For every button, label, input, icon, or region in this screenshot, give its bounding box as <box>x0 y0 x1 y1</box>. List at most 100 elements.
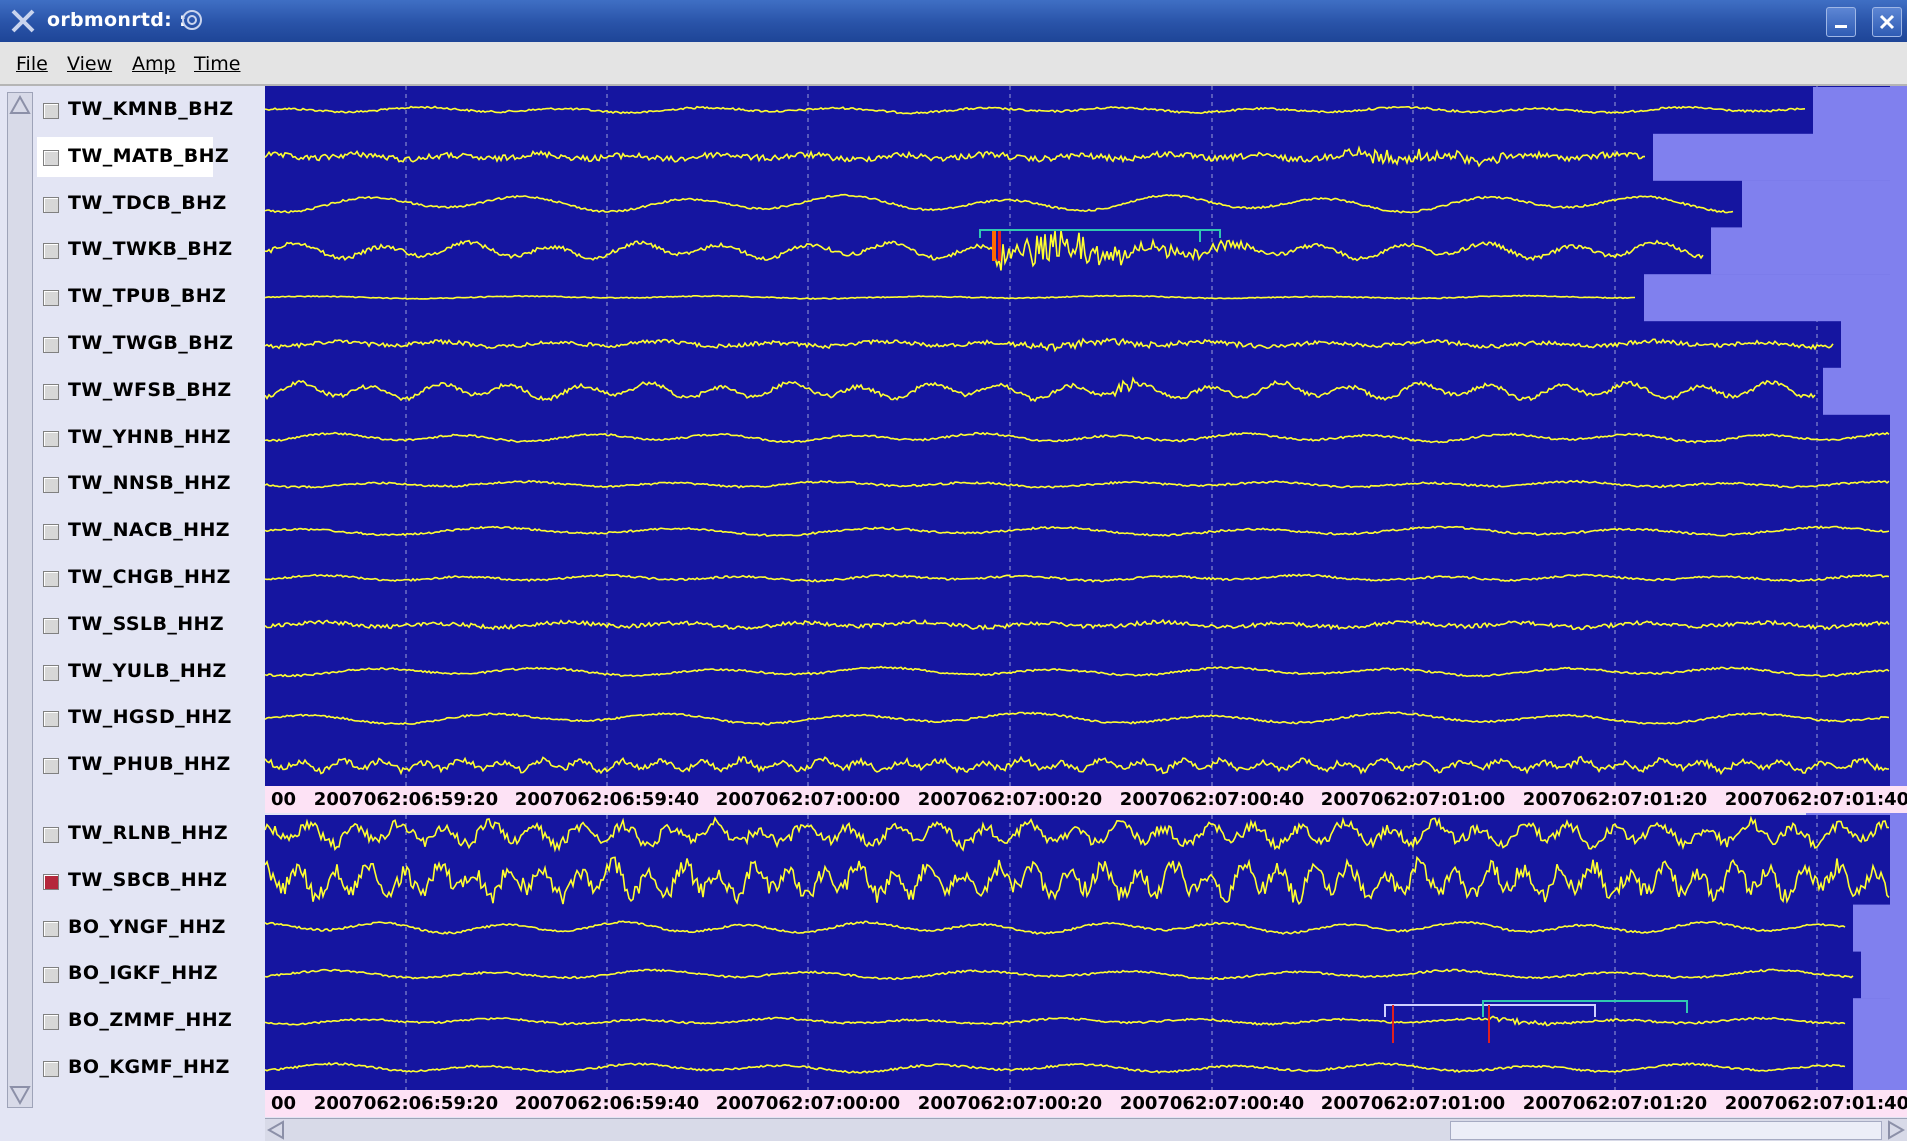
station-label[interactable]: TW_PHUB_HHZ <box>68 753 231 776</box>
tw_hgsd_hhz-waveform <box>265 711 1890 726</box>
station-checkbox[interactable] <box>43 664 59 681</box>
time-label: 2007062:07:01:00 <box>1320 789 1506 810</box>
station-checkbox[interactable] <box>43 967 59 984</box>
swirl-icon <box>182 10 202 30</box>
station-label[interactable]: TW_TDCB_BHZ <box>68 191 227 214</box>
scroll-right-arrow-icon[interactable] <box>1885 1119 1907 1141</box>
time-label: 2007062:07:00:20 <box>917 1093 1103 1114</box>
tw_twgb_bhz-waveform <box>265 337 1834 353</box>
tw_tdcb_bhz-waveform <box>265 193 1734 214</box>
tw_twkb_bhz-waveform <box>265 230 1704 271</box>
tw_chgb_hhz-waveform <box>265 573 1890 583</box>
arrival-window-bracket <box>979 229 1221 238</box>
tw_sslb_hhz-waveform <box>265 618 1890 631</box>
menu-view[interactable]: View <box>67 53 113 75</box>
time-label: 2007062:07:00:40 <box>1119 789 1305 810</box>
station-checkbox[interactable] <box>43 477 59 494</box>
title-bar: orbmonrtd: : <box>0 0 1907 42</box>
menu-amp[interactable]: Amp <box>132 53 176 75</box>
scroll-up-arrow-icon[interactable] <box>8 93 32 117</box>
time-label: 2007062:07:00:20 <box>917 789 1103 810</box>
time-label: 2007062:06:59:40 <box>514 1093 700 1114</box>
tw_nnsb_hhz-waveform <box>265 479 1890 489</box>
station-checkbox[interactable] <box>43 711 59 728</box>
scroll-left-arrow-icon[interactable] <box>265 1119 287 1141</box>
scrollbar-thumb[interactable] <box>1450 1121 1882 1140</box>
data-gap-fill <box>1644 274 1890 322</box>
close-button[interactable] <box>1872 7 1902 37</box>
station-checkbox[interactable] <box>43 430 59 447</box>
station-checkbox[interactable] <box>43 290 59 307</box>
station-label[interactable]: BO_ZMMF_HHZ <box>68 1009 233 1032</box>
station-checkbox[interactable] <box>43 383 59 400</box>
scroll-down-arrow-icon[interactable] <box>8 1083 32 1107</box>
time-label: 00 <box>271 1093 297 1114</box>
station-label[interactable]: TW_YHNB_HHZ <box>68 425 231 448</box>
station-label[interactable]: TW_SSLB_HHZ <box>68 612 225 635</box>
data-gap-fill <box>1823 367 1890 415</box>
minimize-button[interactable] <box>1826 7 1856 37</box>
p-pick-marker <box>998 231 1001 261</box>
time-label: 2007062:07:00:00 <box>715 789 901 810</box>
station-checkbox[interactable] <box>43 149 59 166</box>
station-checkbox[interactable] <box>43 103 59 119</box>
station-label[interactable]: TW_TPUB_BHZ <box>68 285 227 308</box>
station-checkbox[interactable] <box>43 1014 59 1031</box>
tw_rlnb_hhz-waveform <box>265 815 1890 853</box>
station-label[interactable]: BO_KGMF_HHZ <box>68 1056 230 1078</box>
time-axis-upper: 00 2007062:06:59:20 2007062:06:59:40 200706… <box>265 786 1907 813</box>
tw_sbcb_hhz-waveform <box>265 855 1890 906</box>
time-label: 2007062:07:01:00 <box>1320 1093 1506 1114</box>
station-label[interactable]: TW_RLNB_HHZ <box>68 822 229 844</box>
station-label[interactable]: TW_MATB_BHZ <box>68 144 230 167</box>
menu-file[interactable]: File <box>16 53 48 75</box>
station-checkbox[interactable] <box>43 920 59 937</box>
data-gap-fill <box>1853 1045 1890 1091</box>
station-checkbox[interactable] <box>43 1061 59 1077</box>
data-gap-fill <box>1853 998 1890 1046</box>
tw_tpub_bhz-waveform <box>265 294 1635 300</box>
station-label[interactable]: TW_CHGB_HHZ <box>68 566 231 588</box>
horizontal-scrollbar[interactable] <box>265 1118 1907 1141</box>
station-label[interactable]: TW_TWKB_BHZ <box>68 238 233 261</box>
station-label[interactable]: TW_KMNB_BHZ <box>68 98 234 120</box>
station-label[interactable]: BO_YNGF_HHZ <box>68 915 226 938</box>
station-label[interactable]: TW_HGSD_HHZ <box>68 706 232 729</box>
time-label: 2007062:07:01:20 <box>1522 789 1708 810</box>
station-label[interactable]: TW_WFSB_BHZ <box>68 378 232 401</box>
tw_yhnb_hhz-waveform <box>265 431 1890 444</box>
data-gap-fill <box>1653 133 1890 181</box>
station-checkbox[interactable] <box>43 571 59 587</box>
arrival-window-bracket <box>1482 1000 1688 1017</box>
station-list-panel <box>0 86 265 1140</box>
station-checkbox[interactable] <box>43 827 59 843</box>
station-checkbox[interactable] <box>43 758 59 775</box>
time-label: 2007062:07:01:40 <box>1724 1093 1907 1114</box>
app-x-icon <box>11 9 35 33</box>
station-label[interactable]: TW_NACB_HHZ <box>68 519 230 542</box>
window-title: orbmonrtd: : <box>47 9 187 31</box>
station-label[interactable]: BO_IGKF_HHZ <box>68 962 218 985</box>
station-label[interactable]: TW_SBCB_HHZ <box>68 868 228 891</box>
tw_yulb_hhz-waveform <box>265 665 1890 678</box>
station-label[interactable]: TW_TWGB_BHZ <box>68 332 234 354</box>
tw_wfsb_bhz-waveform <box>265 376 1816 403</box>
time-label: 2007062:07:01:40 <box>1724 789 1907 810</box>
station-checkbox[interactable] <box>43 196 59 213</box>
tw_phub_hhz-waveform <box>265 755 1890 776</box>
menu-time[interactable]: Time <box>194 53 241 75</box>
station-checkbox[interactable] <box>43 873 59 890</box>
station-checkbox[interactable] <box>43 337 59 353</box>
time-label: 2007062:06:59:20 <box>313 1093 499 1114</box>
station-checkbox[interactable] <box>43 524 59 541</box>
station-checkbox[interactable] <box>43 243 59 260</box>
data-gap-fill <box>1742 180 1890 228</box>
station-label[interactable]: TW_YULB_HHZ <box>68 659 227 682</box>
data-gap-fill <box>1711 227 1890 275</box>
station-label[interactable]: TW_NNSB_HHZ <box>68 472 231 495</box>
menu-bar: File View Amp Time <box>0 42 1907 86</box>
time-label: 2007062:07:00:00 <box>715 1093 901 1114</box>
station-checkbox[interactable] <box>43 617 59 634</box>
waveform-panel-lower <box>265 815 1890 1091</box>
vertical-scrollbar[interactable] <box>7 92 33 1108</box>
